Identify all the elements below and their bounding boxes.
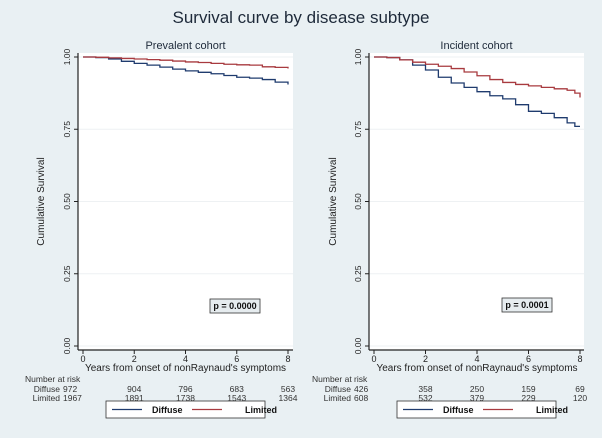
y-tick-label: 0.75 [62, 121, 72, 138]
risk-value: 120 [573, 393, 587, 403]
risk-value: 563 [281, 384, 295, 394]
p-value-label: p = 0.0001 [505, 300, 548, 310]
y-tick-label: 0.00 [62, 337, 72, 354]
legend-label-limited: Limited [245, 405, 277, 415]
series-line-diffuse [83, 56, 289, 85]
legend-label-limited: Limited [536, 405, 568, 415]
x-tick-label: 0 [371, 354, 376, 364]
risk-value: 426 [354, 384, 368, 394]
risk-row-label: Limited [324, 393, 352, 403]
risk-row-label: Limited [33, 393, 61, 403]
y-tick-label: 0.50 [353, 193, 363, 210]
risk-value: 904 [127, 384, 141, 394]
risk-value: 972 [63, 384, 77, 394]
series-line-limited [83, 56, 289, 69]
x-tick-label: 4 [474, 354, 479, 364]
legend-label-diffuse: Diffuse [443, 405, 474, 415]
risk-value: 1364 [279, 393, 298, 403]
y-tick-label: 0.25 [353, 265, 363, 282]
x-tick-label: 2 [423, 354, 428, 364]
legend-box [105, 400, 266, 419]
y-tick-label: 1.00 [62, 48, 72, 65]
x-tick-label: 8 [285, 354, 290, 364]
chart-title: Survival curve by disease subtype [172, 8, 430, 27]
y-tick-label: 1.00 [353, 48, 363, 65]
x-axis-label: Years from onset of nonRaynaud's symptom… [85, 363, 286, 374]
x-tick-label: 8 [577, 354, 582, 364]
risk-value: 608 [354, 393, 368, 403]
p-value-box [209, 298, 261, 314]
series-line-limited [374, 56, 581, 98]
risk-value: 159 [521, 384, 535, 394]
y-tick-label: 0.75 [353, 121, 363, 138]
p-value-label: p = 0.0000 [213, 301, 256, 311]
risk-row-label: Diffuse [325, 384, 352, 394]
x-axis-label: Years from onset of nonRaynaud's symptom… [376, 363, 577, 374]
risk-value: 358 [418, 384, 432, 394]
x-tick-label: 2 [132, 354, 137, 364]
legend-box [396, 400, 557, 419]
risk-value: 796 [178, 384, 192, 394]
risk-value: 379 [470, 393, 484, 403]
y-tick-label: 0.50 [62, 193, 72, 210]
risk-value: 250 [470, 384, 484, 394]
x-tick-label: 6 [526, 354, 531, 364]
y-axis-label: Cumulative Survival [328, 157, 339, 245]
p-value-box [501, 297, 553, 313]
y-axis-label: Cumulative Survival [36, 157, 47, 245]
risk-table-header: Number at risk [25, 374, 81, 384]
risk-value: 1738 [176, 393, 195, 403]
x-tick-label: 4 [183, 354, 188, 364]
legend-label-diffuse: Diffuse [152, 405, 183, 415]
risk-value: 1891 [125, 393, 144, 403]
x-tick-label: 0 [80, 354, 85, 364]
y-tick-label: 0.25 [62, 265, 72, 282]
panel-title: Incident cohort [440, 40, 512, 52]
x-tick-label: 6 [234, 354, 239, 364]
risk-value: 1967 [63, 393, 82, 403]
risk-value: 683 [230, 384, 244, 394]
y-tick-label: 0.00 [353, 337, 363, 354]
risk-table-header: Number at risk [312, 374, 368, 384]
risk-value: 532 [418, 393, 432, 403]
risk-value: 1543 [227, 393, 246, 403]
risk-row-label: Diffuse [34, 384, 61, 394]
risk-value: 69 [575, 384, 585, 394]
panel-title: Prevalent cohort [145, 40, 225, 52]
risk-value: 229 [521, 393, 535, 403]
